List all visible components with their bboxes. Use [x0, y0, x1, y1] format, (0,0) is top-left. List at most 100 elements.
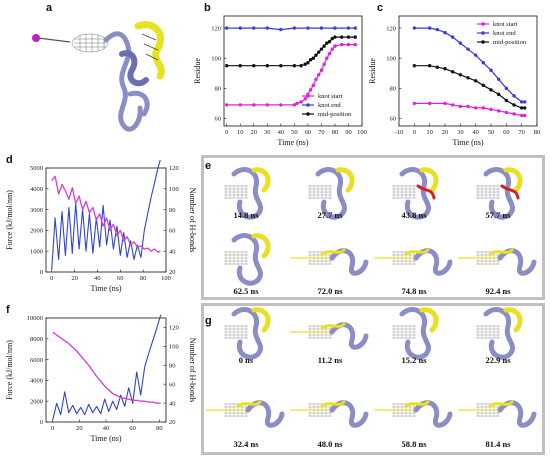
- protein-ribbon: [231, 307, 263, 360]
- data-point: [519, 100, 524, 104]
- yellow-helix: [503, 167, 523, 193]
- x-tick-label: 70: [518, 129, 525, 136]
- data-point: [327, 51, 332, 56]
- y2-tick-label: 120: [169, 165, 179, 172]
- snapshot-time-label: 43.8 ns: [401, 210, 427, 220]
- data-point: [346, 42, 351, 47]
- snapshot-4: [476, 307, 523, 360]
- yellow-helix: [503, 307, 523, 333]
- data-point: [279, 27, 283, 32]
- data-point: [458, 104, 463, 109]
- knot-mesh: [308, 185, 332, 199]
- snapshot-8: [458, 400, 537, 428]
- y-axis-label: Residue: [193, 58, 202, 84]
- x-tick-label: 90: [345, 129, 352, 136]
- y-tick-label: 5000: [30, 165, 43, 172]
- data-point: [450, 103, 455, 107]
- data-point: [450, 35, 455, 39]
- x-tick-label: 20: [442, 129, 449, 136]
- y2-tick-label: 40: [169, 400, 176, 407]
- snapshot-time-label: 14.8 ns: [233, 210, 259, 220]
- y2-tick-label: 120: [169, 325, 179, 332]
- data-point: [306, 61, 310, 65]
- x-tick-label: 50: [488, 129, 495, 136]
- data-point: [340, 35, 344, 39]
- plot-frame: [223, 15, 363, 127]
- snapshot-6: [290, 400, 369, 428]
- yellow-segment: [320, 400, 346, 408]
- y-tick-label: 10000: [27, 315, 43, 322]
- y-tick-label: 8000: [30, 336, 43, 343]
- legend-label: mid-position: [318, 111, 352, 118]
- protein-ribbon: [413, 400, 453, 428]
- x-axis-label: Time (ns): [452, 138, 483, 147]
- panel-label-e: e: [205, 160, 212, 172]
- data-point: [279, 103, 283, 107]
- data-point: [340, 42, 344, 47]
- knot-mesh: [392, 185, 416, 199]
- x-tick-label: 60: [305, 129, 312, 136]
- force-line: [51, 160, 161, 270]
- data-point: [504, 98, 509, 103]
- data-point: [303, 97, 307, 101]
- snapshot-time-label: 57.7 ns: [485, 210, 511, 220]
- y2-tick-label: 80: [169, 362, 176, 369]
- y-tick-label: 6000: [30, 357, 43, 364]
- data-point: [496, 92, 501, 97]
- protein-structure-a: [32, 21, 165, 132]
- y-tick-label: 0: [40, 419, 43, 426]
- x-tick-label: -10: [395, 129, 404, 136]
- snapshot-time-label: 72.0 ns: [317, 286, 343, 296]
- data-point: [265, 103, 269, 107]
- x-tick-label: 0: [51, 425, 54, 432]
- x-tick-label: 80: [156, 425, 163, 432]
- data-point: [322, 44, 326, 48]
- data-point: [427, 101, 432, 106]
- protein-ribbon: [329, 400, 369, 428]
- x-tick-label: 20: [76, 425, 83, 432]
- snapshot-time-label: 11.2 ns: [318, 355, 343, 365]
- snapshot-1: [224, 307, 271, 360]
- x-tick-label: 10: [237, 129, 244, 136]
- data-point: [292, 103, 297, 107]
- y-axis-label: Force (kJ/mol/nm): [5, 190, 14, 250]
- helix-stripes: [141, 33, 159, 61]
- protein-ribbon: [497, 248, 537, 276]
- data-point: [314, 53, 318, 57]
- data-point: [330, 36, 334, 41]
- hbond-line: [52, 331, 161, 404]
- yellow-segment: [488, 400, 514, 408]
- snapshot-time-label: 32.4 ns: [233, 439, 259, 449]
- protein-ribbon: [483, 307, 515, 360]
- chart-c: -10 0 10 20 30 40 50 60 70 80 60 80 100 120 Time (ns) R…: [368, 15, 540, 147]
- chart-d: 0 20 40 60 80 1000100020003000400050002040608…: [5, 160, 197, 293]
- y-tick-label: 4000: [30, 186, 43, 193]
- protein-coil: [103, 31, 143, 132]
- y-tick-label: 80: [215, 86, 222, 93]
- y-tick-label: 120: [386, 25, 396, 32]
- x-tick-label: 40: [103, 425, 110, 432]
- yellow-helix: [134, 21, 165, 80]
- data-point: [238, 103, 242, 107]
- snapshot-panel-e: [201, 155, 545, 300]
- data-point: [292, 64, 297, 68]
- snapshots-g: 0 ns 11.2 ns 15.2 ns 22.9 ns 32.4 ns 48.0 ns 5…: [206, 307, 537, 449]
- data-point: [435, 65, 440, 69]
- red-segment: [500, 184, 520, 200]
- y2-tick-label: 60: [169, 228, 176, 235]
- plot-frame: [45, 167, 167, 273]
- data-point: [311, 83, 315, 88]
- data-point: [458, 41, 463, 45]
- y-tick-label: 0: [40, 269, 43, 276]
- y-tick-label: 1000: [30, 248, 43, 255]
- y-tick-label: 3000: [30, 207, 43, 214]
- data-point: [412, 26, 417, 30]
- x-tick-label: 80: [140, 275, 147, 282]
- y-tick-label: 80: [390, 86, 397, 93]
- data-point: [333, 35, 337, 39]
- protein-ribbon: [315, 167, 347, 220]
- y2-tick-label: 40: [169, 248, 176, 255]
- protein-ribbon: [413, 248, 453, 276]
- x-tick-label: 40: [278, 129, 285, 136]
- data-point: [435, 27, 440, 32]
